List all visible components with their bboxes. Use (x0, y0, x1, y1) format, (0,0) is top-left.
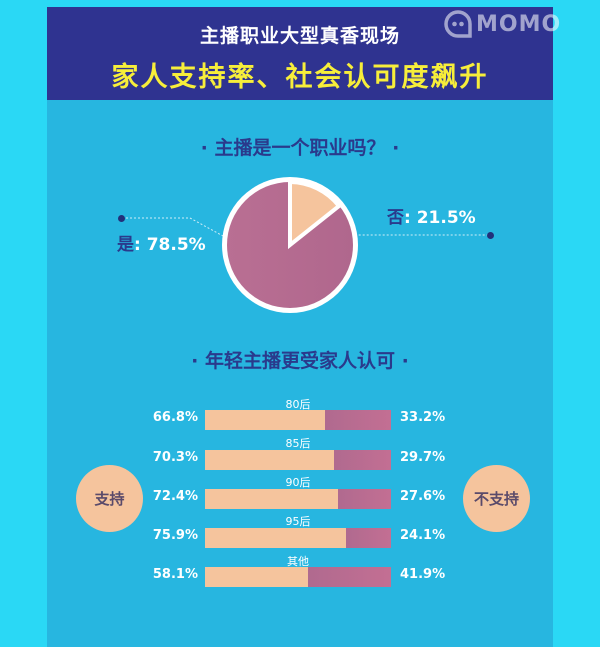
pie-slice-no (288, 179, 342, 250)
bar-value-not-support: 27.6% (400, 489, 446, 504)
pie-label-yes: 是: 78.5% (117, 235, 206, 255)
bar-value-support: 72.4% (152, 489, 198, 504)
bar-value-not-support: 29.7% (400, 450, 446, 465)
bar-row (205, 410, 391, 430)
logo-text: MOMO (476, 11, 562, 37)
pie-chart (220, 175, 360, 315)
pie-label-no: 否: 21.5% (387, 208, 476, 228)
bar-category: 其他 (287, 555, 309, 568)
pie-section-title: · 主播是一个职业吗？ · (200, 137, 400, 159)
leader-dot-no (487, 232, 494, 239)
bar-value-not-support: 24.1% (400, 528, 446, 543)
momo-chat-icon (444, 10, 472, 38)
leader-dot-yes (118, 215, 125, 222)
legend-support: 支持 (76, 465, 143, 532)
bar-value-not-support: 33.2% (400, 410, 446, 425)
bar-row (205, 450, 391, 470)
bar-value-support: 70.3% (152, 450, 198, 465)
bar-value-support: 58.1% (152, 567, 198, 582)
bar-value-not-support: 41.9% (400, 567, 446, 582)
header-subtitle: 主播职业大型真香现场 (199, 25, 400, 47)
bar-section-title: · 年轻主播更受家人认可 · (191, 350, 409, 372)
bar-category: 90后 (285, 476, 311, 489)
bar-row (205, 567, 391, 587)
header-title: 家人支持率、社会认可度飙升 (111, 62, 489, 93)
bar-category: 80后 (285, 398, 311, 411)
bar-value-support: 75.9% (152, 528, 198, 543)
legend-not-support: 不支持 (463, 465, 530, 532)
bar-category: 95后 (285, 515, 311, 528)
bar-category: 85后 (285, 437, 311, 450)
bar-row (205, 528, 391, 548)
momo-logo: MOMO (444, 10, 561, 38)
bar-value-support: 66.8% (152, 410, 198, 425)
bar-row (205, 489, 391, 509)
